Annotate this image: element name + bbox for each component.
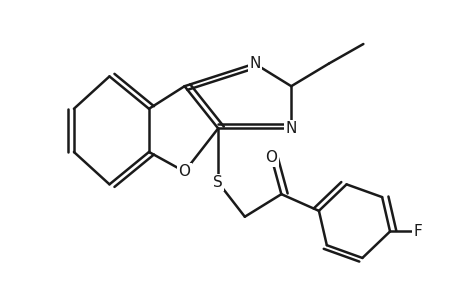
Text: O: O xyxy=(265,150,277,165)
Text: O: O xyxy=(178,164,190,179)
Text: F: F xyxy=(413,224,421,239)
Text: N: N xyxy=(285,121,297,136)
Text: S: S xyxy=(213,175,223,190)
Text: N: N xyxy=(248,56,260,71)
